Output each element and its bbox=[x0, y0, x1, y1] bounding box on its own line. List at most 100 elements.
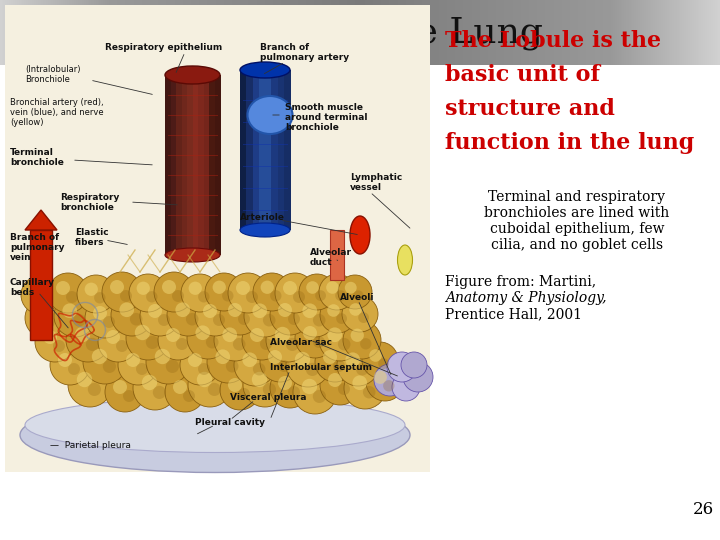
Circle shape bbox=[295, 318, 335, 358]
Circle shape bbox=[103, 360, 116, 373]
Circle shape bbox=[286, 338, 299, 351]
Ellipse shape bbox=[165, 248, 220, 262]
Circle shape bbox=[275, 327, 290, 342]
Circle shape bbox=[66, 318, 110, 362]
Circle shape bbox=[228, 273, 268, 313]
Bar bbox=[240, 70, 247, 230]
Bar bbox=[330, 230, 344, 280]
Circle shape bbox=[92, 349, 107, 364]
Circle shape bbox=[374, 364, 406, 396]
Circle shape bbox=[293, 370, 337, 414]
Circle shape bbox=[53, 340, 65, 352]
Circle shape bbox=[306, 281, 319, 294]
Polygon shape bbox=[25, 210, 57, 230]
Text: Branch of: Branch of bbox=[10, 233, 59, 242]
Circle shape bbox=[338, 275, 372, 309]
Ellipse shape bbox=[397, 245, 413, 275]
Circle shape bbox=[173, 380, 187, 394]
Bar bbox=[258, 70, 266, 230]
Circle shape bbox=[146, 340, 190, 384]
Circle shape bbox=[176, 302, 190, 317]
Circle shape bbox=[315, 290, 326, 301]
Circle shape bbox=[137, 281, 150, 295]
Circle shape bbox=[68, 363, 112, 407]
Circle shape bbox=[345, 282, 356, 294]
Bar bbox=[181, 75, 187, 255]
Circle shape bbox=[252, 372, 267, 387]
Ellipse shape bbox=[240, 223, 290, 237]
Circle shape bbox=[246, 291, 258, 303]
Circle shape bbox=[187, 317, 229, 359]
Circle shape bbox=[188, 363, 232, 407]
Circle shape bbox=[180, 345, 220, 385]
Bar bbox=[176, 75, 182, 255]
Circle shape bbox=[328, 327, 342, 342]
Circle shape bbox=[43, 316, 55, 328]
Bar bbox=[284, 70, 290, 230]
Circle shape bbox=[238, 388, 250, 400]
Circle shape bbox=[21, 276, 59, 314]
Circle shape bbox=[294, 352, 310, 367]
Circle shape bbox=[343, 321, 381, 359]
Circle shape bbox=[158, 314, 170, 326]
Circle shape bbox=[142, 375, 157, 390]
Circle shape bbox=[153, 386, 166, 399]
Circle shape bbox=[360, 338, 372, 349]
Text: pulmonary: pulmonary bbox=[10, 243, 65, 252]
Circle shape bbox=[270, 368, 310, 408]
Circle shape bbox=[77, 372, 92, 387]
Circle shape bbox=[288, 313, 300, 325]
Circle shape bbox=[181, 274, 219, 312]
Ellipse shape bbox=[240, 62, 290, 78]
Circle shape bbox=[120, 302, 134, 317]
Circle shape bbox=[299, 274, 335, 310]
Text: Interlobular septum: Interlobular septum bbox=[270, 363, 372, 372]
Circle shape bbox=[188, 353, 202, 367]
Bar bbox=[165, 75, 220, 255]
Text: Alveolar: Alveolar bbox=[310, 248, 352, 257]
Circle shape bbox=[233, 338, 246, 350]
Circle shape bbox=[253, 363, 266, 375]
Circle shape bbox=[206, 336, 218, 348]
Circle shape bbox=[155, 349, 170, 364]
Circle shape bbox=[261, 281, 274, 294]
Circle shape bbox=[208, 383, 221, 396]
Text: Bronchiole: Bronchiole bbox=[25, 75, 70, 84]
Circle shape bbox=[362, 342, 398, 378]
Ellipse shape bbox=[350, 216, 370, 254]
Circle shape bbox=[288, 386, 300, 398]
Circle shape bbox=[238, 313, 250, 325]
Circle shape bbox=[323, 350, 337, 364]
Circle shape bbox=[293, 291, 305, 303]
Circle shape bbox=[387, 352, 417, 382]
Text: vein: vein bbox=[10, 253, 32, 262]
Text: Visceral pleura: Visceral pleura bbox=[230, 393, 307, 402]
Text: Bronchial artery (red),: Bronchial artery (red), bbox=[10, 98, 104, 107]
Text: —  Parietal pleura: — Parietal pleura bbox=[50, 441, 131, 450]
Circle shape bbox=[48, 273, 88, 313]
Circle shape bbox=[278, 360, 290, 372]
Circle shape bbox=[136, 363, 148, 375]
Circle shape bbox=[195, 326, 210, 340]
Text: duct: duct bbox=[310, 258, 333, 267]
Circle shape bbox=[88, 383, 101, 396]
Bar bbox=[171, 75, 176, 255]
Circle shape bbox=[94, 292, 106, 303]
Text: Lobules of the Lung: Lobules of the Lung bbox=[177, 15, 543, 50]
Text: Respiratory: Respiratory bbox=[60, 193, 120, 202]
Text: (Intralobular): (Intralobular) bbox=[25, 65, 81, 74]
Text: 26: 26 bbox=[693, 501, 714, 518]
Circle shape bbox=[203, 304, 217, 318]
Bar bbox=[265, 70, 271, 230]
Text: function in the lung: function in the lung bbox=[445, 132, 694, 154]
Circle shape bbox=[38, 293, 50, 305]
Circle shape bbox=[275, 273, 315, 313]
Text: Alveoli: Alveoli bbox=[340, 293, 374, 302]
Circle shape bbox=[342, 296, 378, 332]
Circle shape bbox=[66, 291, 78, 303]
Text: Elastic: Elastic bbox=[75, 228, 109, 237]
Text: cuboidal epithelium, few: cuboidal epithelium, few bbox=[490, 222, 665, 236]
Ellipse shape bbox=[248, 96, 292, 134]
Circle shape bbox=[86, 338, 99, 351]
Circle shape bbox=[243, 353, 257, 367]
